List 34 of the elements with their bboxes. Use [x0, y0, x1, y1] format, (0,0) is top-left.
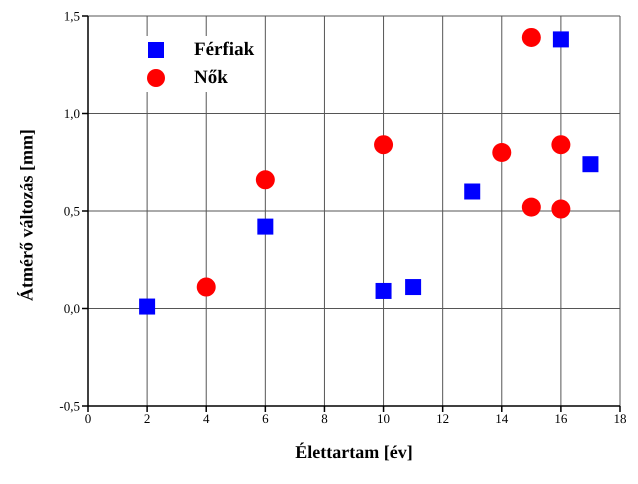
- x-tick-label: 2: [144, 411, 150, 426]
- point: [582, 156, 598, 172]
- point: [522, 198, 541, 217]
- point: [552, 31, 569, 48]
- y-tick-label: 1,0: [64, 106, 80, 122]
- y-tick-label: 0,0: [64, 301, 80, 316]
- y-tick-label: 1,5: [64, 8, 80, 24]
- point: [257, 218, 274, 235]
- point: [376, 282, 392, 299]
- x-tick-label: 18: [614, 411, 626, 426]
- x-tick-label: 14: [495, 411, 509, 426]
- y-tick-label: -0,5: [59, 398, 80, 414]
- y-axis-title: Átmérő változás [mm]: [16, 129, 36, 301]
- legend-label: Nők: [194, 67, 228, 89]
- point: [551, 135, 570, 154]
- point: [522, 28, 541, 47]
- x-tick-label: 0: [84, 411, 92, 426]
- point: [139, 298, 156, 315]
- legend-label: Férfiak: [194, 39, 254, 61]
- point: [492, 143, 512, 162]
- x-tick-label: 12: [436, 411, 450, 426]
- y-tick-label: 0,5: [64, 204, 80, 219]
- x-tick-label: 16: [554, 411, 568, 426]
- x-tick-label: 10: [377, 411, 390, 426]
- x-tick-label: 6: [262, 411, 270, 426]
- point: [551, 200, 570, 219]
- point: [405, 279, 422, 296]
- x-axis-title: Élettartam [év]: [295, 442, 413, 462]
- x-tick-label: 4: [202, 411, 210, 426]
- point: [374, 135, 394, 154]
- point: [196, 278, 216, 297]
- x-tick-label: 8: [321, 411, 328, 426]
- point: [464, 184, 480, 200]
- point: [256, 170, 275, 190]
